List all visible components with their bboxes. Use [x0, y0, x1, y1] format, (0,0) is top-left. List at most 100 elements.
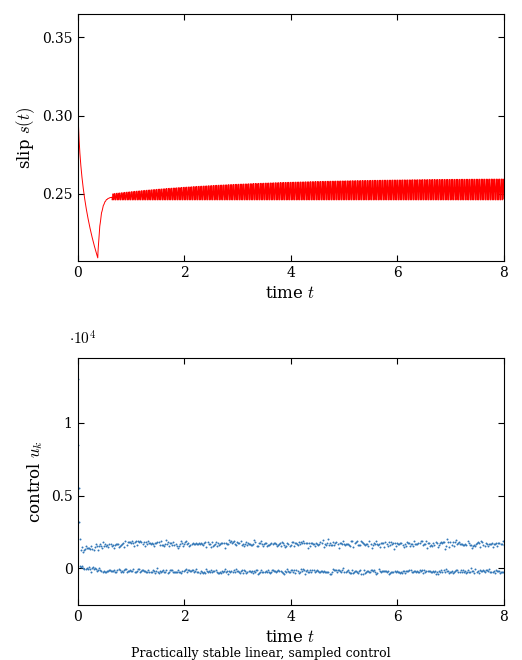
Point	[282, 567, 290, 578]
Point	[455, 537, 463, 548]
Point	[411, 566, 419, 577]
Point	[355, 540, 364, 550]
Point	[182, 564, 190, 574]
Point	[184, 565, 192, 576]
Point	[97, 566, 105, 576]
Point	[167, 565, 175, 576]
Point	[417, 536, 425, 546]
Point	[189, 539, 198, 550]
Point	[190, 567, 198, 578]
Point	[232, 563, 240, 574]
Point	[404, 538, 412, 548]
Point	[472, 567, 481, 578]
Point	[367, 565, 375, 576]
Point	[156, 566, 164, 576]
Point	[102, 541, 111, 551]
Point	[397, 538, 406, 548]
Point	[414, 538, 423, 548]
Point	[480, 541, 489, 552]
Point	[384, 541, 392, 551]
Point	[192, 564, 200, 574]
Point	[140, 541, 149, 551]
Point	[159, 540, 167, 550]
Point	[239, 568, 247, 578]
Point	[223, 539, 232, 549]
Point	[159, 564, 168, 575]
Point	[292, 538, 300, 548]
Point	[135, 537, 144, 548]
Point	[339, 563, 348, 574]
Point	[449, 568, 457, 578]
Point	[476, 565, 484, 576]
Point	[338, 565, 347, 576]
Point	[271, 566, 279, 577]
Point	[168, 565, 176, 576]
Point	[230, 536, 239, 546]
Point	[334, 539, 342, 550]
Point	[373, 568, 382, 578]
Point	[175, 567, 183, 578]
Point	[337, 567, 346, 578]
Point	[233, 537, 242, 547]
Point	[105, 539, 114, 550]
Point	[390, 566, 399, 576]
Point	[426, 541, 434, 551]
Point	[81, 564, 90, 574]
Point	[468, 543, 476, 553]
Point	[100, 566, 108, 576]
Point	[379, 537, 387, 548]
Point	[172, 541, 181, 551]
Point	[149, 539, 157, 549]
Point	[269, 565, 277, 576]
Point	[185, 565, 193, 576]
Point	[304, 567, 312, 578]
Point	[113, 564, 122, 575]
Point	[300, 537, 309, 548]
Point	[411, 539, 420, 549]
Point	[124, 566, 132, 577]
Point	[485, 539, 494, 549]
Point	[171, 539, 180, 549]
Point	[204, 567, 212, 578]
Point	[258, 539, 266, 550]
Point	[413, 539, 422, 550]
Point	[161, 566, 170, 577]
Point	[398, 568, 406, 578]
Point	[222, 539, 231, 550]
Point	[151, 538, 160, 548]
Point	[350, 567, 358, 578]
Point	[483, 541, 492, 551]
Point	[170, 567, 178, 578]
Point	[153, 537, 162, 547]
Point	[413, 566, 421, 576]
Point	[492, 537, 501, 548]
Point	[402, 537, 411, 547]
Point	[229, 537, 238, 547]
Point	[464, 536, 472, 546]
Point	[147, 566, 156, 577]
Point	[496, 539, 505, 549]
Point	[468, 566, 477, 576]
Point	[123, 567, 131, 578]
Point	[257, 535, 265, 546]
Point	[98, 543, 106, 554]
Point	[418, 565, 426, 576]
Point	[144, 535, 152, 546]
Point	[356, 565, 364, 576]
Point	[349, 568, 357, 578]
Point	[322, 566, 330, 577]
Point	[464, 565, 472, 576]
Point	[117, 540, 125, 550]
Point	[217, 568, 225, 579]
Point	[351, 537, 360, 547]
Point	[174, 565, 182, 576]
Point	[394, 566, 402, 577]
Point	[139, 565, 147, 576]
Point	[178, 538, 186, 548]
Point	[465, 537, 473, 548]
Point	[198, 568, 207, 578]
Point	[153, 563, 161, 574]
Point	[385, 568, 394, 579]
Point	[218, 538, 227, 548]
Point	[183, 566, 191, 577]
